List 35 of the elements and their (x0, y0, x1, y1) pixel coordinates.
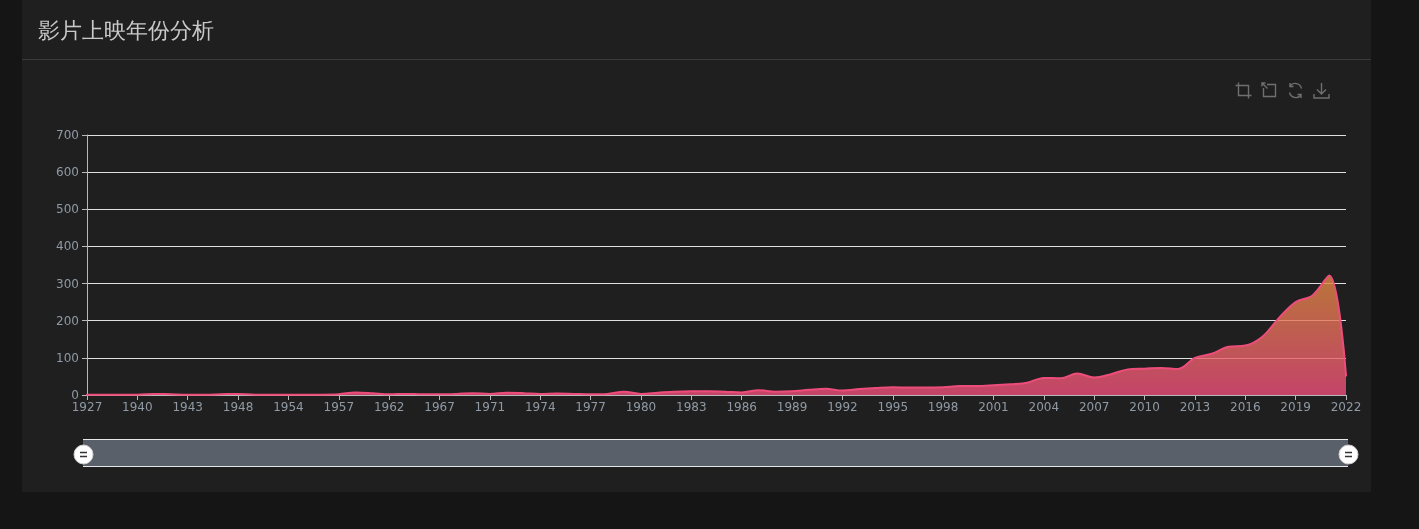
x-tick-label: 2007 (1078, 400, 1110, 414)
y-tick-label: 700 (56, 128, 79, 142)
x-tick-label: 2001 (978, 400, 1009, 414)
x-tick-label: 1971 (474, 400, 506, 414)
x-tick-label: 1986 (726, 400, 757, 414)
y-tick-label: 300 (56, 276, 79, 291)
x-tick-label: 1962 (373, 400, 405, 414)
x-tick-label: 1967 (424, 400, 455, 414)
x-tick-label: 1957 (323, 400, 355, 414)
x-tick-label: 1940 (122, 400, 153, 414)
x-tick-label: 1943 (172, 400, 203, 414)
x-tick-label: 1980 (625, 400, 657, 414)
x-tick-label: 1948 (222, 400, 254, 414)
x-tick-label: 2019 (1280, 400, 1311, 414)
x-tick-label: 2010 (1129, 400, 1160, 414)
x-tick-label: 2016 (1230, 400, 1261, 414)
y-tick-label: 400 (56, 239, 79, 254)
y-tick-label: 100 (56, 350, 79, 365)
x-tick-label: 1974 (524, 400, 556, 414)
chart-title: 影片上映年份分析 (38, 17, 214, 45)
y-tick-label: 600 (56, 165, 79, 180)
x-tick-label: 1927 (71, 400, 103, 414)
x-tick-label: 1989 (776, 400, 808, 414)
x-tick-label: 1977 (575, 400, 606, 414)
x-tick-label: 1998 (927, 400, 959, 414)
x-tick-label: 1995 (877, 400, 909, 414)
y-tick-label: 200 (56, 313, 79, 328)
x-tick-label: 1983 (676, 400, 707, 414)
x-tick-label: 2013 (1179, 400, 1211, 414)
y-tick-label: 0 (71, 388, 79, 402)
x-tick-label: 2004 (1028, 400, 1060, 414)
x-tick-label: 2022 (1330, 400, 1362, 414)
x-tick-label: 1954 (273, 400, 304, 414)
x-tick-label: 1992 (827, 400, 858, 414)
y-tick-label: 500 (56, 202, 79, 217)
